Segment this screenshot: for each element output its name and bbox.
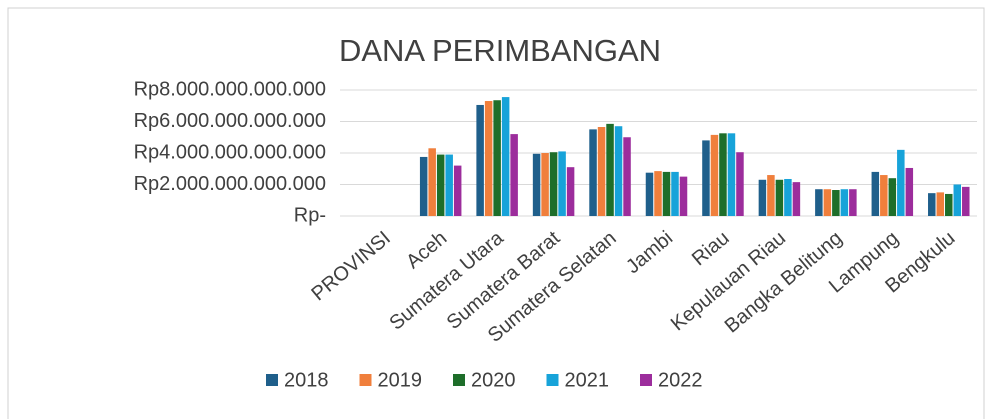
bar <box>428 148 436 216</box>
legend-label: 2020 <box>471 369 516 391</box>
bar <box>510 134 518 216</box>
bar <box>945 193 953 216</box>
bar <box>871 171 880 216</box>
bar <box>606 123 614 216</box>
legend-label: 2018 <box>284 369 329 391</box>
bar <box>597 127 606 216</box>
bar <box>532 153 541 216</box>
bar <box>897 149 905 216</box>
bar <box>767 175 775 216</box>
bar <box>815 189 823 216</box>
bar <box>453 165 462 216</box>
bar <box>888 178 897 216</box>
bar <box>623 137 631 216</box>
bar <box>849 189 857 216</box>
bar <box>445 154 453 216</box>
legend-swatch <box>266 374 278 386</box>
chart-title: DANA PERIMBANGAN <box>339 33 661 68</box>
bar <box>953 184 962 216</box>
bar <box>736 152 744 216</box>
bar <box>484 101 493 216</box>
bar <box>962 186 970 216</box>
bar <box>436 154 445 216</box>
bar <box>614 126 623 216</box>
legend-swatch <box>359 374 372 386</box>
bar <box>784 178 792 216</box>
bar <box>792 182 801 216</box>
bar <box>671 171 679 216</box>
bar <box>719 133 727 216</box>
bar <box>654 171 662 216</box>
bar <box>566 167 575 216</box>
bar <box>758 179 767 216</box>
bar <box>679 176 688 216</box>
bar <box>589 129 597 216</box>
bar <box>832 190 840 216</box>
bar <box>549 152 558 216</box>
y-tick-label: Rp4.000.000.000.000 <box>134 141 326 163</box>
bar <box>419 156 428 216</box>
y-tick-label: Rp2.000.000.000.000 <box>134 173 326 195</box>
bar <box>645 172 654 216</box>
bar <box>501 97 510 216</box>
bar <box>476 104 484 216</box>
bar <box>558 151 566 216</box>
bar <box>662 171 671 216</box>
bar <box>936 192 945 216</box>
bar <box>823 189 832 216</box>
y-tick-label: Rp- <box>294 204 326 226</box>
bar <box>727 133 736 216</box>
bar <box>493 100 501 216</box>
bar <box>840 189 849 216</box>
legend-label: 2019 <box>378 369 423 391</box>
y-tick-label: Rp6.000.000.000.000 <box>134 110 326 132</box>
legend-swatch <box>453 374 465 386</box>
bar <box>880 175 888 216</box>
y-tick-label: Rp8.000.000.000.000 <box>134 78 326 100</box>
legend-label: 2021 <box>565 369 610 391</box>
bar <box>775 179 784 216</box>
bar <box>905 167 914 216</box>
bar <box>541 153 549 216</box>
legend-swatch <box>546 374 559 386</box>
legend-label: 2022 <box>658 369 703 391</box>
bar <box>702 140 710 216</box>
bar <box>928 193 936 216</box>
bar <box>710 134 719 216</box>
legend-swatch <box>640 374 652 386</box>
